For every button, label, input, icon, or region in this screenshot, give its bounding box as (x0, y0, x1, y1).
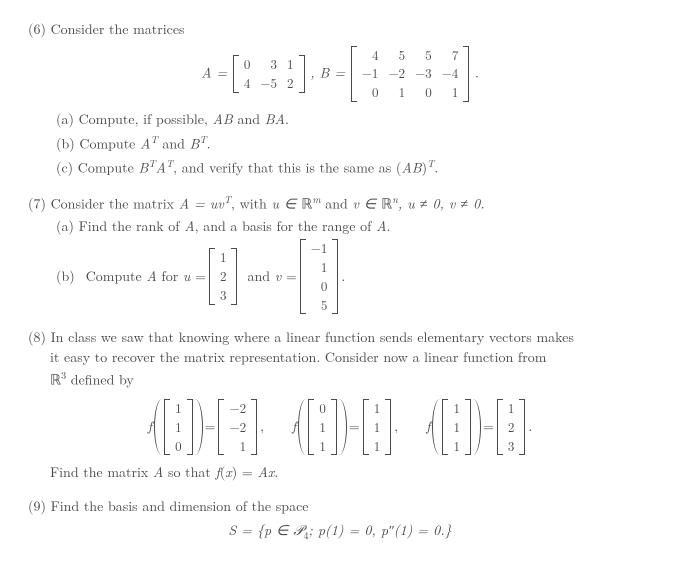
matrix-A-body: 031 4−52 (239, 55, 299, 93)
matrix-cell: 2 (282, 74, 299, 93)
p7a-label: (a) (56, 216, 74, 236)
matrix-cell: 1 (448, 437, 465, 456)
matrix-cell: 1 (170, 399, 187, 418)
matrix-cell: −2 (224, 399, 251, 418)
p8-line2: it easy to recover the matrix representa… (50, 348, 652, 368)
matrix-cell: 1 (369, 418, 386, 437)
p6a-label: (a) (56, 109, 74, 129)
matrix-cell: 2 (503, 418, 520, 437)
matrix-cell: 7 (437, 46, 464, 65)
matrix-cell: 1 (448, 418, 465, 437)
p6b-text: Compute (79, 133, 140, 153)
p9-set: S = {p ∈ 𝒫4; p(1) = 0, p″(1) = 0.} (28, 521, 652, 542)
p8-eq3: f 111 = 123 . (426, 399, 532, 456)
problem-8: (8) In class we saw that knowing where a… (28, 328, 652, 483)
p6b-label: (b) (56, 133, 75, 153)
matrix-cell: 1 (215, 248, 232, 267)
p7b-pre: Compute A for u = (86, 267, 206, 287)
problem-9-label: (9) (28, 496, 46, 516)
matrix-cell: −1 (306, 239, 333, 258)
matrix-cell: 4 (357, 46, 384, 65)
matrix-cell: 1 (314, 418, 331, 437)
matrix-B-body: 4557−1−2−3−40101 (357, 46, 464, 103)
matrix-cell: 1 (448, 399, 465, 418)
dot: . (475, 62, 479, 82)
p6-part-c: (c) Compute BTAT, and verify that this i… (56, 156, 652, 178)
p8-line3: ℝ3 defined by (50, 368, 652, 391)
matrix-cell: 5 (383, 46, 410, 65)
problem-6-label: (6) (28, 19, 46, 39)
p8-line1: In class we saw that knowing where a lin… (51, 327, 574, 347)
matrix-cell: 0 (314, 399, 331, 418)
p6-part-b: (b) Compute AT and BT. (56, 132, 652, 154)
problem-7: (7) Consider the matrix A = uvT, with u … (28, 192, 652, 314)
problem-9: (9) Find the basis and dimension of the … (28, 497, 652, 542)
A-equals: A = (201, 62, 227, 82)
p7b-label: (b) (56, 267, 75, 287)
problem-6-matrices: A = 0314−52 , B = 4557−1−2−3−40101 . (28, 46, 652, 103)
p8-equations: f 110 = −2−21 , f 011 = 111 , f 111 = 12… (28, 399, 652, 456)
p7-part-b: (b) Compute A for u = 123 and v = −1105 … (56, 239, 652, 314)
matrix-cell: 0 (357, 83, 384, 102)
p6c-label: (c) (56, 158, 73, 178)
vector-v: −1105 (300, 239, 339, 314)
matrix-B: 4557−1−2−3−40101 (351, 46, 470, 103)
matrix-cell: 0 (170, 437, 187, 456)
matrix-cell: 1 (437, 83, 464, 102)
matrix-cell: 3 (503, 437, 520, 456)
matrix-cell: 3 (255, 55, 282, 74)
matrix-cell: 1 (314, 437, 331, 456)
p8-eq2: f 011 = 111 , (292, 399, 398, 456)
vector-u: 123 (209, 248, 238, 305)
p8-last: Find the matrix A so that f(x) = Ax. (50, 463, 652, 483)
matrix-cell: −4 (437, 64, 464, 83)
p6a-text: Compute, if possible, AB and BA. (79, 109, 289, 129)
matrix-cell: 1 (383, 83, 410, 102)
p7a-text: Find the rank of A, and a basis for the … (79, 216, 391, 236)
matrix-cell: 1 (369, 437, 386, 456)
matrix-cell: 1 (503, 399, 520, 418)
matrix-cell: 1 (282, 55, 299, 74)
p6-part-a: (a) Compute, if possible, AB and BA. (56, 110, 652, 130)
matrix-cell: 0 (239, 55, 256, 74)
matrix-cell: 4 (239, 74, 256, 93)
matrix-cell: −5 (255, 74, 282, 93)
matrix-cell: 1 (306, 258, 333, 277)
problem-6: (6) Consider the matrices A = 0314−52 , … (28, 20, 652, 178)
matrix-cell: 1 (224, 437, 251, 456)
problem-8-label: (8) (28, 327, 46, 347)
matrix-cell: 1 (369, 399, 386, 418)
matrix-cell: −2 (383, 64, 410, 83)
problem-7-label: (7) (28, 194, 46, 214)
matrix-cell: −3 (410, 64, 437, 83)
matrix-cell: 2 (215, 267, 232, 286)
matrix-cell: 5 (410, 46, 437, 65)
p8-eq1: f 110 = −2−21 , (148, 399, 264, 456)
matrix-cell: 1 (170, 418, 187, 437)
matrix-A: 031 4−52 (233, 55, 305, 93)
p7-part-a: (a) Find the rank of A, and a basis for … (56, 217, 652, 237)
p7b-mid: and v = (240, 267, 296, 287)
matrix-cell: 0 (306, 277, 333, 296)
p9-text: Find the basis and dimension of the spac… (51, 496, 309, 516)
problem-6-intro: Consider the matrices (51, 19, 185, 39)
B-equals: , B = (310, 62, 345, 82)
matrix-cell: −2 (224, 418, 251, 437)
matrix-cell: 0 (410, 83, 437, 102)
matrix-cell: 5 (306, 296, 333, 315)
matrix-cell: 3 (215, 286, 232, 305)
matrix-cell: −1 (357, 64, 384, 83)
